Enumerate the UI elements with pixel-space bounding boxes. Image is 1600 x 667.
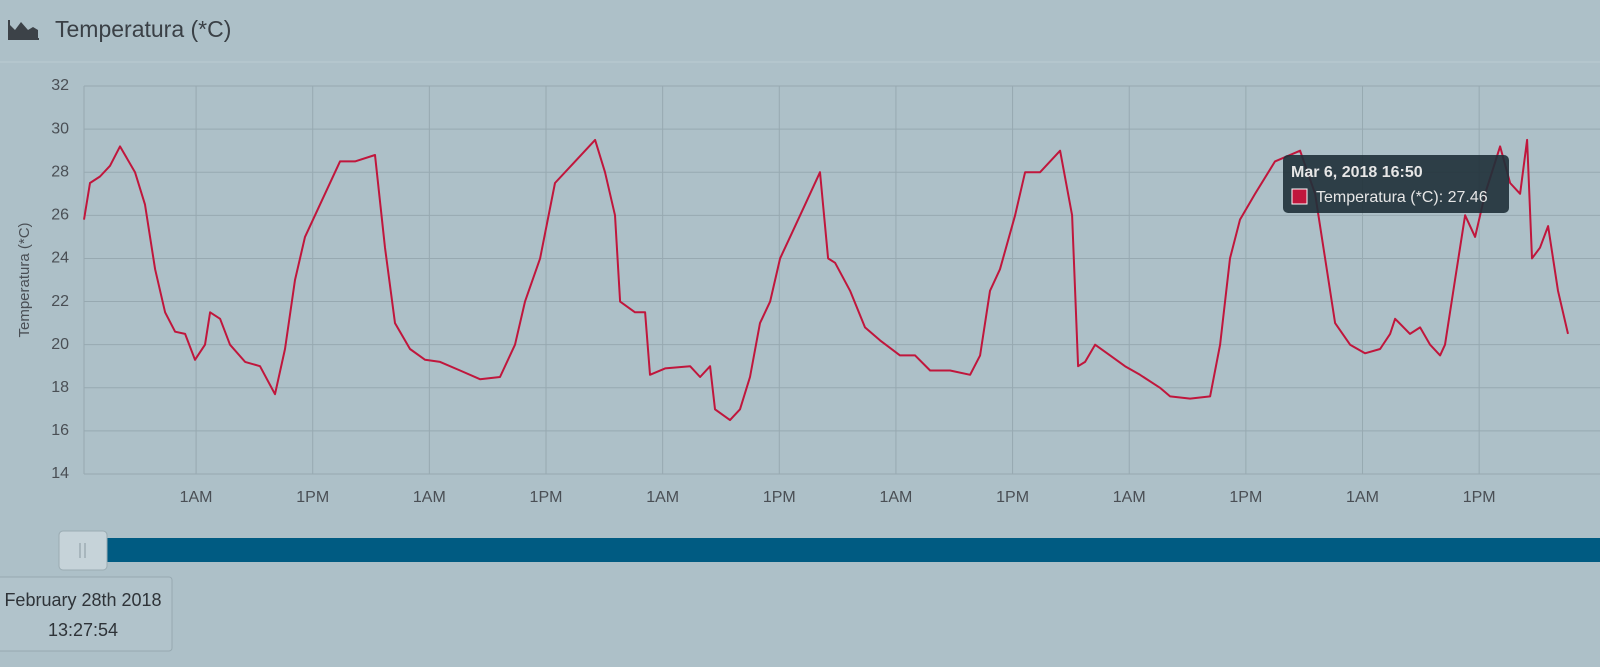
chart-icon bbox=[8, 20, 39, 40]
y-tick-label: 26 bbox=[51, 207, 69, 224]
y-tick-label: 30 bbox=[51, 120, 69, 137]
x-tick-label: 1PM bbox=[530, 489, 563, 506]
y-tick-label: 22 bbox=[51, 293, 69, 310]
tooltip-swatch bbox=[1291, 188, 1308, 205]
slider-date: February 28th 2018 bbox=[4, 590, 161, 610]
tooltip-label: Temperatura (*C): 27.46 bbox=[1316, 189, 1488, 206]
x-tick-label: 1PM bbox=[996, 489, 1029, 506]
tooltip-date: Mar 6, 2018 16:50 bbox=[1291, 164, 1423, 181]
x-tick-label: 1PM bbox=[1463, 489, 1496, 506]
x-tick-label: 1AM bbox=[1113, 489, 1146, 506]
date-box bbox=[0, 576, 173, 652]
y-tick-label: 24 bbox=[51, 250, 69, 267]
y-tick-label: 20 bbox=[51, 336, 69, 353]
x-tick-label: 1AM bbox=[879, 489, 912, 506]
y-tick-label: 28 bbox=[51, 163, 69, 180]
tooltip-box bbox=[1283, 155, 1509, 213]
x-tick-label: 1AM bbox=[413, 489, 446, 506]
y-tick-label: 16 bbox=[51, 422, 69, 439]
x-tick-label: 1PM bbox=[296, 489, 329, 506]
handle-box[interactable] bbox=[58, 530, 108, 571]
range-handle[interactable] bbox=[58, 530, 108, 571]
y-tick-label: 32 bbox=[51, 77, 69, 94]
y-tick-label: 18 bbox=[51, 379, 69, 396]
panel-title: Temperatura (*C) bbox=[55, 16, 231, 42]
x-tick-label: 1PM bbox=[763, 489, 796, 506]
plot-area: 14 16 18 20 22 24 26 28 30 32 1AM 1PM 1AM 1PM 1AM 1PM 1A… bbox=[16, 77, 1600, 506]
x-tick-label: 1AM bbox=[1346, 489, 1379, 506]
x-tick-label: 1AM bbox=[180, 489, 213, 506]
range-bar bbox=[100, 538, 1600, 562]
y-axis-title: Temperatura (*C) bbox=[16, 222, 33, 337]
x-tick-label: 1PM bbox=[1229, 489, 1262, 506]
slider-time: 13:27:54 bbox=[48, 620, 118, 640]
tooltip: Mar 6, 2018 16:50 Temperatura (*C): 27.4… bbox=[1283, 155, 1509, 213]
y-tick-label: 14 bbox=[51, 465, 69, 482]
x-tick-label: 1AM bbox=[646, 489, 679, 506]
temperature-line bbox=[83, 138, 1569, 422]
